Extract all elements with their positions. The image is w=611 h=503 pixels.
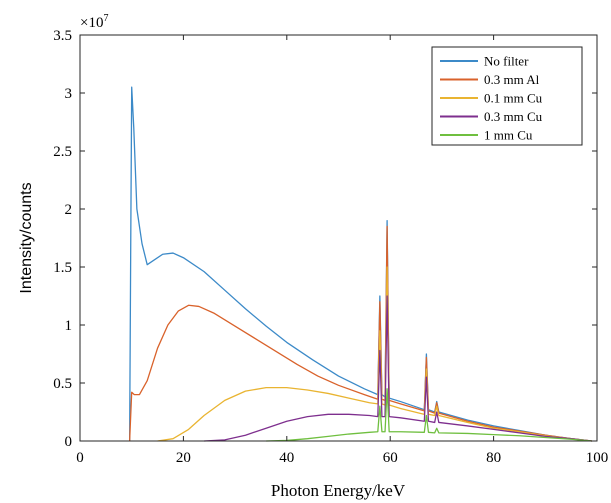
legend-label-0: No filter — [484, 54, 529, 69]
x-axis-label: Photon Energy/keV — [271, 481, 406, 500]
ticks-layer: 0 20 40 60 80 100 0 0.5 1 1.5 2 2.5 3 3.5 — [53, 28, 608, 466]
legend-label-3: 0.3 mm Cu — [484, 109, 543, 124]
x-tick-label: 40 — [279, 450, 294, 466]
series-layer — [128, 86, 592, 442]
x-tick-label: 60 — [383, 450, 398, 466]
x-tick-label: 100 — [586, 450, 609, 466]
y-tick-label: 3 — [65, 86, 73, 102]
y-tick-label: 2.5 — [53, 144, 72, 160]
series-line-3 — [204, 295, 592, 442]
x-tick-label: 0 — [76, 450, 84, 466]
y-tick-label: 0.5 — [53, 376, 72, 392]
y-tick-label: 3.5 — [53, 28, 72, 44]
x-tick-label: 20 — [176, 450, 191, 466]
legend-label-1: 0.3 mm Al — [484, 72, 540, 87]
plot-frame — [79, 34, 598, 442]
y-tick-label: 1.5 — [53, 260, 72, 276]
legend-label-4: 1 mm Cu — [484, 128, 533, 143]
y-tick-label: 2 — [65, 202, 73, 218]
series-line-4 — [266, 388, 592, 442]
x-tick-label: 80 — [486, 450, 501, 466]
y-tick-label: 0 — [65, 434, 73, 450]
y-tick-label: 1 — [65, 318, 73, 334]
y-multiplier-label: ×107 — [80, 13, 108, 31]
y-axis-label: Intensity/counts — [18, 182, 35, 293]
legend-label-2: 0.1 mm Cu — [484, 91, 543, 106]
legend: No filter 0.3 mm Al 0.1 mm Cu 0.3 mm Cu 1 mm… — [431, 46, 583, 146]
legend-box — [431, 46, 583, 146]
